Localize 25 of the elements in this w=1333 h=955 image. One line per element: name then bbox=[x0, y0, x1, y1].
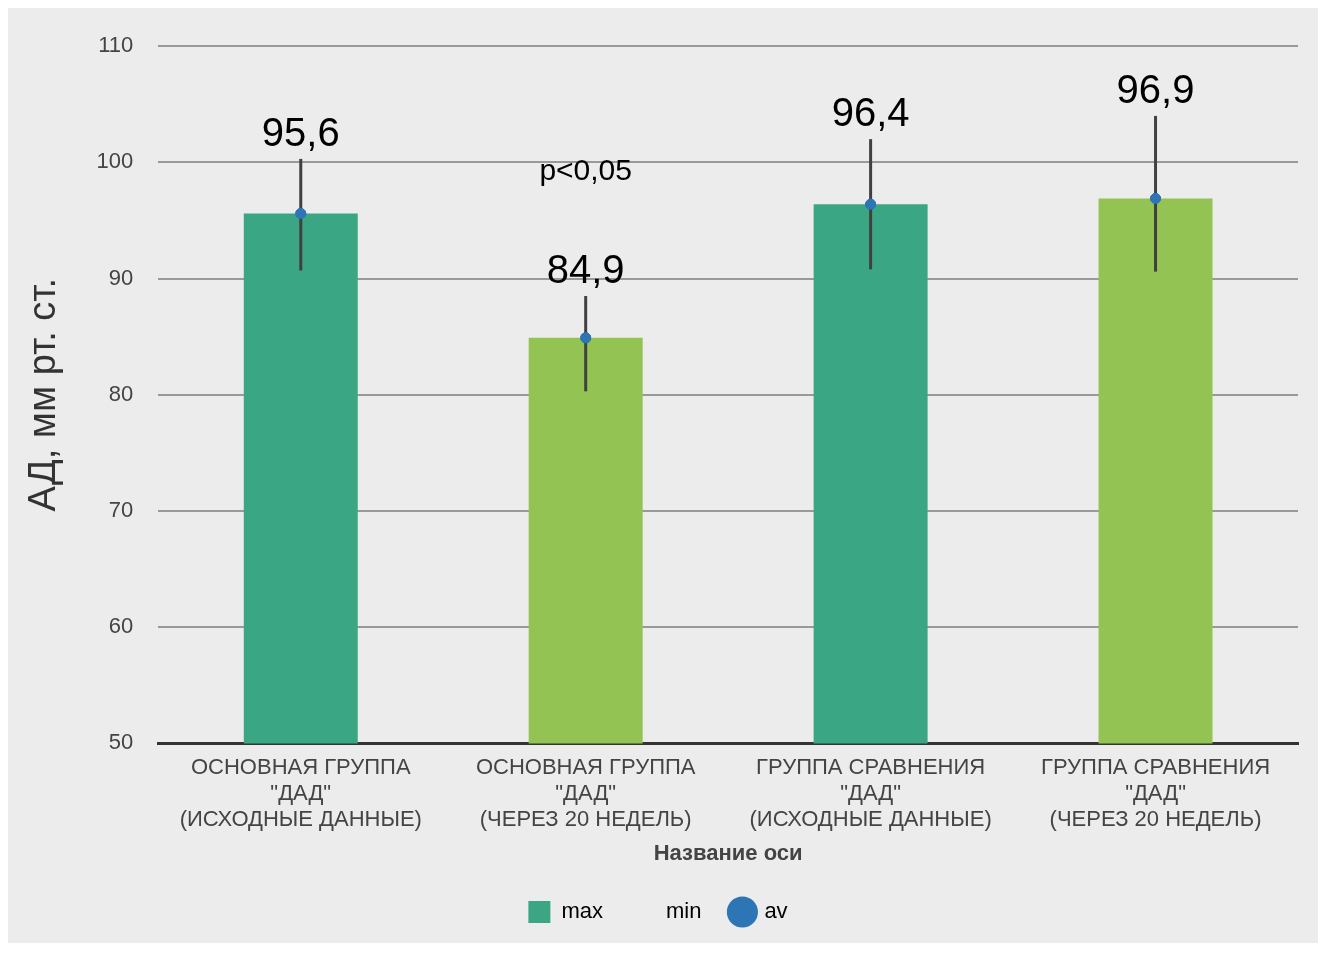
y-tick-label: 100 bbox=[96, 148, 134, 174]
point bbox=[295, 208, 307, 220]
y-tick-label: 110 bbox=[98, 32, 134, 58]
x-tick-label: ОСНОВНАЯ ГРУППА "ДАД" (ЧЕРЕЗ 20 НЕДЕЛЬ) bbox=[475, 753, 696, 832]
annotation: p<0,05 bbox=[539, 152, 632, 186]
y-axis-title: АД, мм рт. ст. bbox=[21, 277, 64, 512]
data-label: 96,9 bbox=[1116, 66, 1195, 111]
legend-label: av bbox=[764, 898, 788, 924]
data-label: 84,9 bbox=[546, 247, 625, 292]
y-tick-label: 80 bbox=[108, 380, 134, 406]
point bbox=[580, 332, 592, 344]
legend-label: max bbox=[561, 898, 603, 924]
y-tick-label: 50 bbox=[108, 729, 134, 755]
y-tick-label: 90 bbox=[108, 264, 134, 290]
point bbox=[1150, 192, 1162, 204]
y-tick-label: 70 bbox=[108, 497, 134, 523]
y-tick-label: 60 bbox=[108, 613, 134, 639]
x-tick-label: ГРУППА СРАВНЕНИЯ "ДАД" (ЧЕРЕЗ 20 НЕДЕЛЬ) bbox=[1041, 753, 1271, 832]
x-tick-label: ГРУППА СРАВНЕНИЯ "ДАД" (ИСХОДНЫЕ ДАННЫЕ) bbox=[749, 753, 992, 832]
text: min bbox=[665, 898, 702, 924]
point bbox=[865, 198, 877, 210]
data-label: 96,4 bbox=[831, 90, 910, 135]
x-tick-label: ОСНОВНАЯ ГРУППА "ДАД" (ИСХОДНЫЕ ДАННЫЕ) bbox=[179, 753, 422, 832]
data-label: 95,6 bbox=[261, 109, 340, 154]
x-axis-title: Название оси bbox=[653, 839, 803, 865]
